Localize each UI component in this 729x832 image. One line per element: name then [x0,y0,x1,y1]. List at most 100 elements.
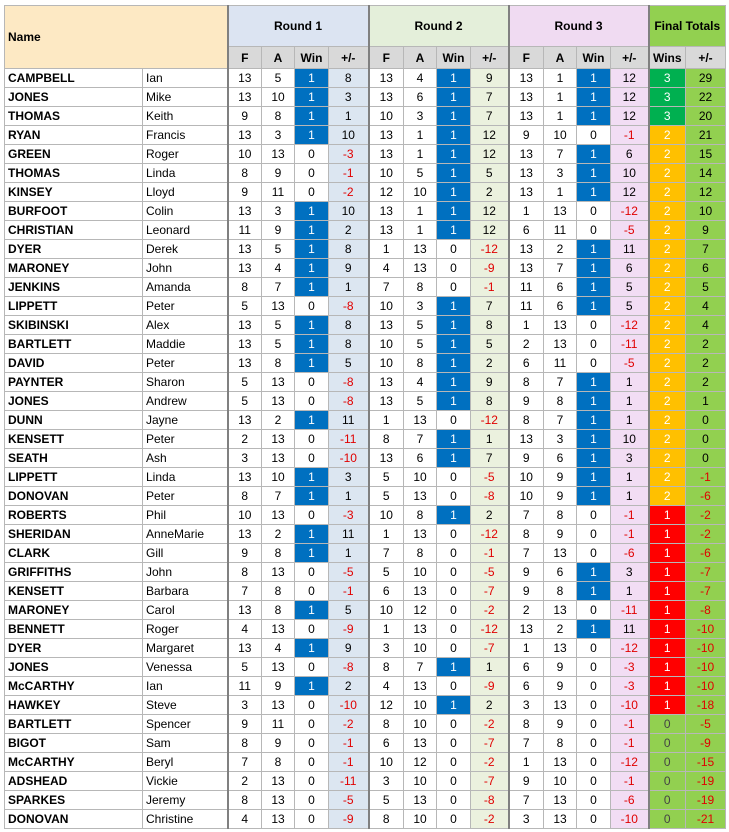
win: 1 [436,695,471,715]
surname: SPARKES [4,790,143,810]
name-header: Name [4,5,228,69]
score-for: 8 [367,714,404,734]
score-against: 11 [261,182,295,202]
first-name: Maddie [142,334,228,354]
surname: RYAN [4,125,143,145]
score-for: 3 [367,638,404,658]
player-row: DONOVAN Peter 8 7 1 1 5 13 0 -8 10 9 1 1 2 -6 [4,486,726,506]
total-wins: 1 [647,543,686,563]
score-against: 13 [543,638,577,658]
player-row: BENNETT Roger 4 13 0 -9 1 13 0 -12 13 2 1 11 1 -10 [4,619,726,639]
column-header: F [226,46,262,69]
score-against: 13 [261,391,295,411]
difference: 1 [328,486,369,506]
player-row: KENSETT Barbara 7 8 0 -1 6 13 0 -7 9 8 1 1 1 -7 [4,581,726,601]
score-for: 7 [507,790,544,810]
win: 0 [576,334,611,354]
difference: -12 [610,752,649,772]
score-for: 13 [226,87,262,107]
surname: DUNN [4,410,143,430]
score-for: 4 [226,619,262,639]
win: 1 [576,372,611,392]
score-for: 2 [507,334,544,354]
score-against: 10 [261,467,295,487]
difference: -5 [610,353,649,373]
difference: 11 [610,619,649,639]
column-header: A [403,46,437,69]
first-name: Mike [142,87,228,107]
surname: KENSETT [4,581,143,601]
win: 1 [436,106,471,126]
player-row: McCARTHY Ian 11 9 1 2 4 13 0 -9 6 9 0 -3 1 -10 [4,676,726,696]
difference: 7 [470,106,509,126]
difference: -2 [470,600,509,620]
player-row: BARTLETT Spencer 9 11 0 -2 8 10 0 -2 8 9 0 -1 0 -5 [4,714,726,734]
total-wins: 2 [647,372,686,392]
total-wins: 2 [647,353,686,373]
score-against: 13 [543,543,577,563]
score-for: 8 [226,486,262,506]
difference: -5 [470,467,509,487]
difference: -1 [610,771,649,791]
score-for: 13 [507,87,544,107]
total-difference: -9 [685,733,726,753]
score-for: 10 [367,505,404,525]
total-difference: 21 [685,125,726,145]
total-difference: -7 [685,562,726,582]
surname: CAMPBELL [4,68,143,88]
total-difference: 0 [685,448,726,468]
column-header: Win [436,46,471,69]
score-against: 1 [403,220,437,240]
score-for: 13 [226,125,262,145]
difference: 2 [470,182,509,202]
score-for: 10 [507,486,544,506]
score-against: 8 [543,391,577,411]
score-for: 9 [507,391,544,411]
win: 1 [576,429,611,449]
score-for: 9 [507,771,544,791]
difference: -5 [470,562,509,582]
win: 1 [436,201,471,221]
difference: 8 [328,315,369,335]
win: 1 [576,486,611,506]
table-body: CAMPBELL Ian 13 5 1 8 13 4 1 9 13 1 1 12 3 29 JONES Mike 1… [4,68,726,829]
score-for: 13 [367,144,404,164]
score-against: 7 [403,657,437,677]
surname: BURFOOT [4,201,143,221]
first-name: Steve [142,695,228,715]
win: 1 [436,87,471,107]
score-for: 8 [226,163,262,183]
first-name: Jayne [142,410,228,430]
round-header: Round 2 [367,5,509,47]
win: 1 [576,581,611,601]
difference: -2 [470,809,509,829]
header-row: Name Round 1 Round 2 Round 3 Final Total… [4,5,726,69]
first-name: Leonard [142,220,228,240]
win: 0 [294,144,329,164]
total-difference: 7 [685,239,726,259]
score-against: 6 [543,562,577,582]
total-difference: -6 [685,543,726,563]
win: 1 [576,467,611,487]
win: 1 [294,68,329,88]
score-against: 13 [261,809,295,829]
difference: 11 [328,524,369,544]
difference: 2 [470,353,509,373]
score-against: 3 [403,296,437,316]
score-against: 4 [403,68,437,88]
score-for: 8 [507,714,544,734]
score-against: 13 [543,334,577,354]
player-row: LIPPETT Peter 5 13 0 -8 10 3 1 7 11 6 1 5 2 4 [4,296,726,316]
difference: 2 [328,676,369,696]
win: 1 [576,239,611,259]
difference: 6 [610,258,649,278]
total-wins: 2 [647,258,686,278]
score-for: 9 [226,106,262,126]
score-against: 3 [261,201,295,221]
total-difference: -10 [685,657,726,677]
score-for: 13 [507,258,544,278]
score-against: 7 [543,144,577,164]
score-against: 13 [261,505,295,525]
results-table: Name Round 1 Round 2 Round 3 Final Total… [4,5,726,829]
score-for: 5 [367,790,404,810]
